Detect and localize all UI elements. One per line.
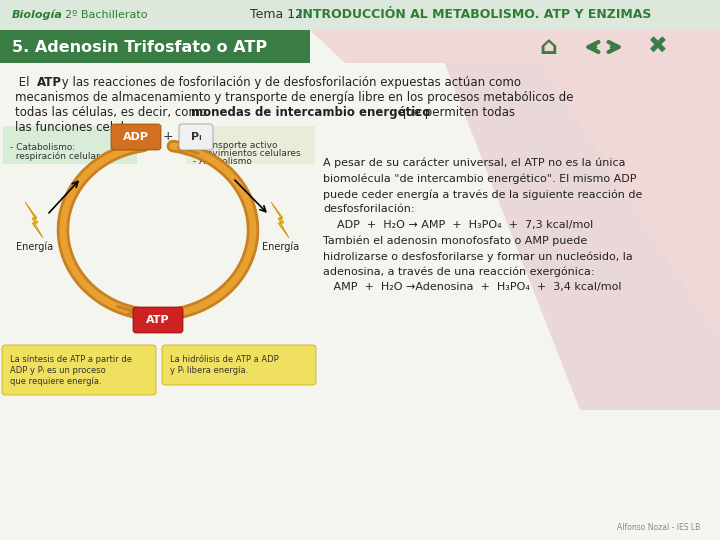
Text: 5. Adenosin Trifosfato o ATP: 5. Adenosin Trifosfato o ATP <box>12 39 267 55</box>
Text: También el adenosin monofosfato o AMP puede: También el adenosin monofosfato o AMP pu… <box>323 235 588 246</box>
Text: que permiten todas: que permiten todas <box>395 106 515 119</box>
Polygon shape <box>420 0 720 410</box>
Text: Pᵢ: Pᵢ <box>191 132 202 142</box>
Text: y Pᵢ libera energía.: y Pᵢ libera energía. <box>170 366 248 375</box>
Text: ATP: ATP <box>146 315 170 325</box>
Text: todas las células, es decir, como: todas las células, es decir, como <box>15 106 211 119</box>
Text: INTRODUCCIÓN AL METABOLISMO. ATP Y ENZIMAS: INTRODUCCIÓN AL METABOLISMO. ATP Y ENZIM… <box>298 9 652 22</box>
Text: - Catabolismo:: - Catabolismo: <box>10 143 76 152</box>
Text: que requiere energía.: que requiere energía. <box>10 377 102 386</box>
FancyBboxPatch shape <box>162 345 316 385</box>
Polygon shape <box>25 202 43 238</box>
Text: AMP  +  H₂O →Adenosina  +  H₃PO₄  +  3,4 kcal/mol: AMP + H₂O →Adenosina + H₃PO₄ + 3,4 kcal/… <box>323 282 621 292</box>
Text: Energía: Energía <box>17 242 53 253</box>
Text: +: + <box>163 131 174 144</box>
Text: - Transporte activo: - Transporte activo <box>193 140 277 150</box>
Text: ADP: ADP <box>123 132 149 142</box>
Polygon shape <box>310 30 345 63</box>
Text: Energía: Energía <box>262 242 300 253</box>
Text: ADP y Pᵢ es un proceso: ADP y Pᵢ es un proceso <box>10 366 106 375</box>
FancyBboxPatch shape <box>133 307 183 333</box>
Text: La hidrólisis de ATP a ADP: La hidrólisis de ATP a ADP <box>170 355 279 364</box>
Text: A pesar de su carácter universal, el ATP no es la única: A pesar de su carácter universal, el ATP… <box>323 158 626 168</box>
Polygon shape <box>500 0 720 340</box>
Text: ADP  +  H₂O → AMP  +  H₃PO₄  +  7,3 kcal/mol: ADP + H₂O → AMP + H₃PO₄ + 7,3 kcal/mol <box>323 220 593 230</box>
Text: ✖: ✖ <box>648 35 668 59</box>
Polygon shape <box>271 202 289 238</box>
Text: respiración celular: respiración celular <box>10 151 100 161</box>
Text: mecanismos de almacenamiento y transporte de energía libre en los procesos metab: mecanismos de almacenamiento y transport… <box>15 91 574 104</box>
Text: desfosforilación:: desfosforilación: <box>323 205 415 214</box>
Text: monedas de intercambio energético: monedas de intercambio energético <box>191 106 431 119</box>
Text: hidrolizarse o desfosforilarse y formar un nucleósido, la: hidrolizarse o desfosforilarse y formar … <box>323 251 633 261</box>
Text: 2º Bachillerato: 2º Bachillerato <box>65 10 148 20</box>
FancyBboxPatch shape <box>3 126 137 164</box>
Text: - Movimientos celulares: - Movimientos celulares <box>193 148 301 158</box>
Text: puede ceder energía a través de la siguiente reacción de: puede ceder energía a través de la sigui… <box>323 189 642 199</box>
FancyBboxPatch shape <box>186 126 315 164</box>
Text: las funciones celulares.: las funciones celulares. <box>15 121 153 134</box>
FancyBboxPatch shape <box>310 30 720 63</box>
Text: ⌂: ⌂ <box>539 35 557 59</box>
Text: adenosina, a través de una reacción exergónica:: adenosina, a través de una reacción exer… <box>323 267 595 277</box>
Text: Biología: Biología <box>12 10 63 20</box>
FancyBboxPatch shape <box>0 0 720 30</box>
FancyBboxPatch shape <box>2 345 156 395</box>
FancyBboxPatch shape <box>0 30 310 63</box>
Text: La síntesis de ATP a partir de: La síntesis de ATP a partir de <box>10 355 132 364</box>
Text: El: El <box>15 76 33 89</box>
Text: ATP: ATP <box>37 76 62 89</box>
Text: Alfonso Nozal - IES LB: Alfonso Nozal - IES LB <box>617 523 700 532</box>
FancyBboxPatch shape <box>111 124 161 150</box>
Text: biomolécula "de intercambio energético". El mismo ADP: biomolécula "de intercambio energético".… <box>323 173 636 184</box>
Text: y las reacciones de fosforilación y de desfosforilación expuestas actúan como: y las reacciones de fosforilación y de d… <box>58 76 521 89</box>
Text: Tema 12.: Tema 12. <box>250 9 311 22</box>
FancyBboxPatch shape <box>179 124 213 150</box>
Text: - Anabolismo: - Anabolismo <box>193 157 252 165</box>
